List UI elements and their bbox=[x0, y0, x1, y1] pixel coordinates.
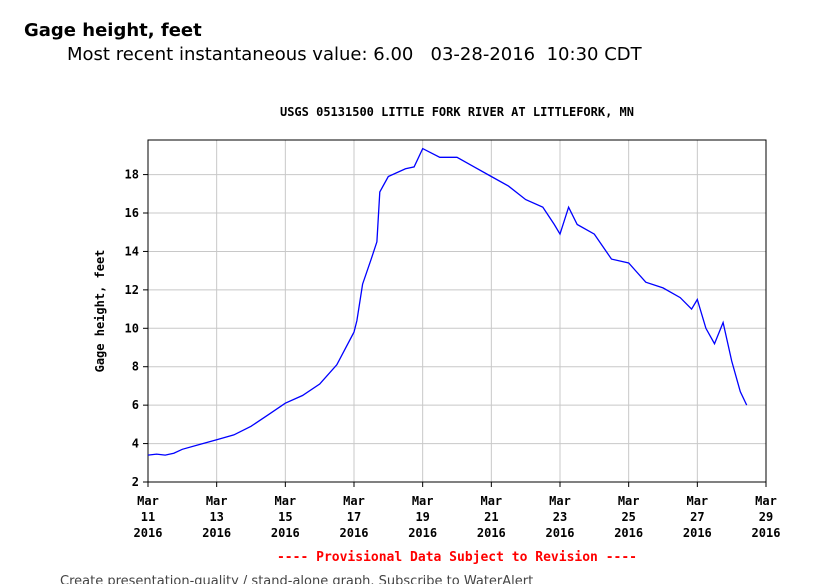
recent-label: Most recent instantaneous value: bbox=[67, 44, 368, 65]
x-tick-label: Mar bbox=[618, 494, 640, 508]
y-tick-label: 10 bbox=[125, 321, 139, 335]
x-tick-label: 27 bbox=[690, 510, 704, 524]
y-tick-label: 8 bbox=[132, 360, 139, 374]
x-tick-label: Mar bbox=[686, 494, 708, 508]
x-tick-label: 2016 bbox=[477, 526, 506, 540]
x-tick-label: Mar bbox=[549, 494, 571, 508]
x-tick-label: 21 bbox=[484, 510, 498, 524]
x-tick-label: 2016 bbox=[752, 526, 781, 540]
series-line-gage-height bbox=[147, 147, 748, 456]
x-tick-label: 13 bbox=[209, 510, 223, 524]
x-tick-label: Mar bbox=[206, 494, 228, 508]
chart-title: USGS 05131500 LITTLE FORK RIVER AT LITTL… bbox=[280, 105, 634, 119]
plot-frame bbox=[147, 139, 767, 483]
x-tick-label: 2016 bbox=[134, 526, 163, 540]
x-tick-label: Mar bbox=[755, 494, 777, 508]
y-tick-label: 18 bbox=[125, 168, 139, 182]
y-tick-label: 2 bbox=[132, 475, 139, 489]
recent-time: 10:30 CDT bbox=[546, 44, 642, 65]
x-tick-label: 2016 bbox=[271, 526, 300, 540]
x-tick-label: Mar bbox=[343, 494, 365, 508]
x-tick-label: 23 bbox=[553, 510, 567, 524]
y-axis-ticks: 2 4 6 8 10 12 14 16 18 bbox=[125, 168, 148, 489]
x-tick-label: 2016 bbox=[683, 526, 712, 540]
footer-links[interactable]: Create presentation-quality / stand-alon… bbox=[60, 574, 534, 584]
x-tick-label: 17 bbox=[347, 510, 361, 524]
provisional-data-note: ---- Provisional Data Subject to Revisio… bbox=[277, 550, 637, 565]
recent-value-line: Most recent instantaneous value: 6.00 03… bbox=[67, 44, 642, 65]
grid-lines bbox=[148, 140, 766, 482]
recent-date: 03-28-2016 bbox=[430, 44, 536, 65]
y-tick-label: 4 bbox=[132, 437, 139, 451]
x-tick-label: 29 bbox=[759, 510, 773, 524]
x-tick-label: 2016 bbox=[340, 526, 369, 540]
recent-value: 6.00 bbox=[373, 44, 414, 65]
x-tick-label: 25 bbox=[621, 510, 635, 524]
page-title: Gage height, feet bbox=[24, 20, 202, 41]
x-tick-label: Mar bbox=[412, 494, 434, 508]
x-tick-label: 11 bbox=[141, 510, 155, 524]
y-axis-label: Gage height, feet bbox=[93, 250, 107, 373]
x-tick-label: 2016 bbox=[546, 526, 575, 540]
y-tick-label: 16 bbox=[125, 206, 139, 220]
x-tick-label: Mar bbox=[137, 494, 159, 508]
x-tick-label: 2016 bbox=[202, 526, 231, 540]
x-tick-label: 2016 bbox=[614, 526, 643, 540]
y-tick-label: 14 bbox=[125, 244, 139, 258]
x-tick-label: Mar bbox=[480, 494, 502, 508]
x-tick-label: 15 bbox=[278, 510, 292, 524]
x-axis-ticks: Mar 11 2016 Mar 13 2016 Mar 15 2016 Mar 17 2016 Mar 1… bbox=[134, 482, 781, 540]
x-tick-label: 19 bbox=[415, 510, 429, 524]
x-tick-label: Mar bbox=[274, 494, 296, 508]
y-tick-label: 6 bbox=[132, 398, 139, 412]
x-tick-label: 2016 bbox=[408, 526, 437, 540]
y-tick-label: 12 bbox=[125, 283, 139, 297]
